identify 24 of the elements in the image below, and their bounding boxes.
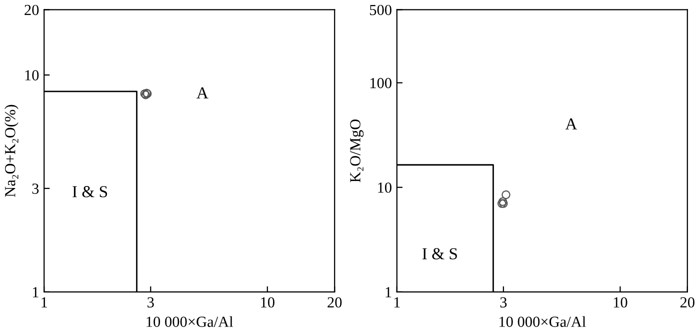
x-axis-title: 10 000×Ga/Al <box>146 316 234 327</box>
x-tick-label: 10 <box>614 297 628 308</box>
x-tick-label: 1 <box>394 297 400 308</box>
y-axis-title: K₂O/MgO <box>350 119 364 182</box>
y-tick-label: 1 <box>386 287 392 298</box>
x-tick-label: 20 <box>328 297 342 308</box>
annotation: A <box>196 87 208 98</box>
y-tick-label: 20 <box>24 4 39 16</box>
x-tick-label: 3 <box>500 297 507 308</box>
x-tick-label: 20 <box>680 297 694 308</box>
annotation: I & S <box>422 248 457 260</box>
y-tick-label: 500 <box>370 4 392 16</box>
y-tick-label: 1 <box>32 287 38 298</box>
x-tick-label: 3 <box>148 297 154 308</box>
y-axis-title: Na₂O+K₂O(%) <box>4 104 18 197</box>
x-tick-label: 10 <box>261 297 274 308</box>
y-tick-label: 10 <box>378 182 392 193</box>
x-tick-label: 1 <box>42 297 48 308</box>
annotation: A <box>565 118 578 130</box>
y-tick-label: 3 <box>32 184 39 194</box>
y-tick-label: 10 <box>25 70 39 80</box>
annotation: I & S <box>72 186 108 198</box>
x-axis-title: 10 000×Ga/Al <box>500 316 586 327</box>
y-tick-label: 100 <box>370 78 392 88</box>
